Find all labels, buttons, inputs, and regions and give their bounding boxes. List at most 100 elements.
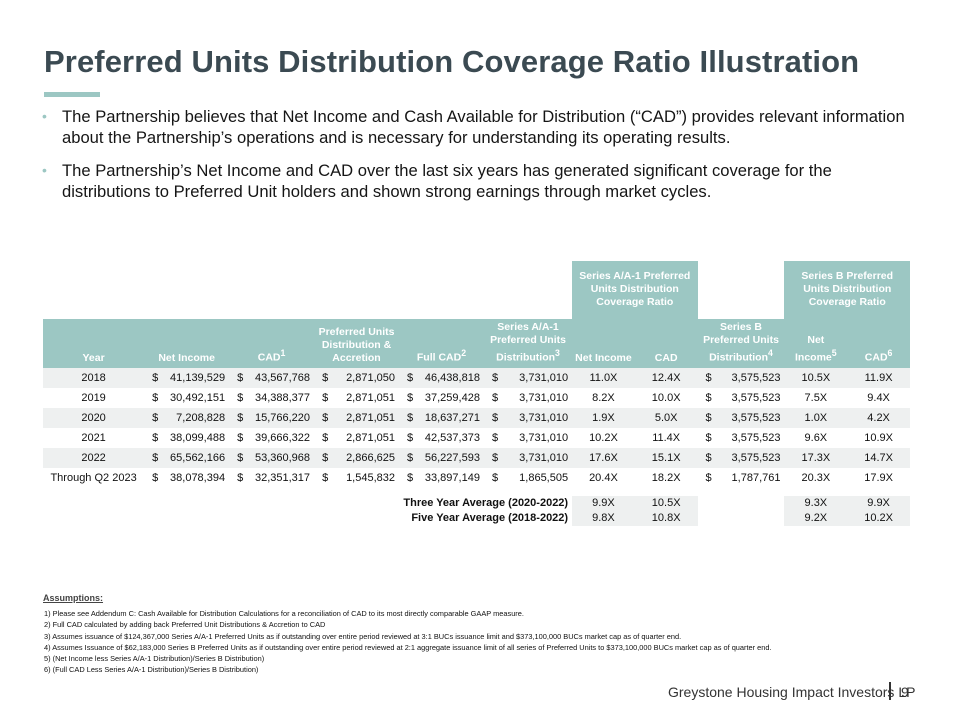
footer-divider — [889, 682, 891, 700]
currency-symbol: $ — [407, 471, 414, 484]
col-header-series-b-dist: Series B Preferred Units Distribution4 — [697, 319, 785, 368]
currency-symbol: $ — [152, 431, 159, 444]
cell-cad: 15,766,220 — [243, 407, 315, 428]
col-header-pref-dist: Preferred Units Distribution & Accretion — [314, 319, 399, 368]
cell-b-net-income-ratio: 10.5X — [784, 367, 848, 388]
currency-symbol: $ — [152, 471, 159, 484]
col-header-a-net-income: Net Income — [572, 319, 635, 368]
bullet-item: • The Partnership believes that Net Incom… — [42, 107, 905, 147]
col-header-b-cad: CAD6 — [847, 319, 910, 368]
average-row: Three Year Average (2020-2022) 9.9X 10.5X 9… — [43, 495, 910, 511]
cell-b-net-income-ratio: 7.5X — [804, 391, 828, 404]
cell-series-a-dist: 3,731,010 — [498, 367, 573, 388]
average-label: Three Year Average (2020-2022) — [403, 497, 569, 509]
cell-b-cad-ratio: 14.7X — [847, 447, 910, 468]
cell-a-net-income-ratio: 17.6X — [572, 447, 635, 468]
assumptions-title: Assumptions: — [43, 593, 104, 603]
cell-full-cad: 42,537,373 — [424, 431, 480, 444]
currency-symbol: $ — [152, 391, 159, 404]
currency-symbol: $ — [144, 447, 159, 468]
currency-symbol: $ — [229, 367, 244, 388]
avg-a-net-income-ratio: 9.9X — [572, 495, 635, 511]
cell-cad: 43,567,768 — [243, 367, 315, 388]
currency-symbol: $ — [322, 471, 329, 484]
currency-symbol: $ — [407, 431, 414, 444]
series-b-coverage-header: Series B Preferred Units Distribution Co… — [784, 261, 910, 319]
currency-symbol: $ — [399, 407, 414, 428]
cell-a-cad-ratio: 18.2X — [651, 471, 681, 484]
average-label: Five Year Average (2018-2022) — [411, 512, 569, 524]
table-row: Through Q2 2023 $38,078,394 $32,351,317 $1,… — [43, 468, 910, 488]
avg-b-cad-ratio: 9.9X — [847, 495, 910, 511]
cell-full-cad: 56,227,593 — [413, 447, 484, 468]
currency-symbol: $ — [705, 471, 712, 484]
page-title: Preferred Units Distribution Coverage Ra… — [44, 44, 860, 79]
cell-b-net-income-ratio: 20.3X — [801, 471, 831, 484]
cell-series-b-dist: 1,787,761 — [731, 471, 781, 484]
currency-symbol: $ — [705, 391, 712, 404]
footer-company: Greystone Housing Impact Investors LP — [668, 684, 916, 700]
currency-symbol: $ — [483, 367, 499, 388]
title-accent-bar — [44, 92, 100, 97]
cell-cad: 32,351,317 — [254, 471, 311, 484]
assumption-note: 3) Assumes issuance of $124,367,000 Seri… — [44, 631, 682, 641]
currency-symbol: $ — [314, 407, 329, 428]
currency-symbol: $ — [237, 431, 244, 444]
currency-symbol: $ — [697, 447, 712, 468]
cell-net-income: 41,139,529 — [158, 367, 230, 388]
assumption-note: 2) Full CAD calculated by adding back Pr… — [44, 620, 326, 630]
cell-a-cad-ratio: 5.0X — [634, 407, 698, 428]
avg-b-net-income-ratio: 9.2X — [784, 510, 848, 526]
currency-symbol: $ — [229, 447, 244, 468]
assumption-note: 1) Please see Addendum C: Cash Available… — [44, 609, 524, 618]
currency-symbol: $ — [491, 431, 499, 444]
currency-symbol: $ — [705, 431, 712, 444]
avg-b-cad-ratio: 10.2X — [847, 510, 910, 526]
currency-symbol: $ — [407, 391, 414, 404]
avg-a-cad-ratio: 10.5X — [634, 495, 698, 511]
cell-net-income: 30,492,151 — [170, 391, 226, 404]
cell-series-a-dist: 3,731,010 — [519, 431, 569, 444]
table-row: 2021 $38,099,488 $39,666,322 $2,871,051 $42,… — [43, 428, 910, 448]
cell-series-a-dist: 3,731,010 — [498, 407, 573, 428]
assumption-note: 5) (Net Income less Series A/A-1 Distrib… — [44, 654, 265, 664]
assumptions-notes: 1) Please see Addendum C: Cash Available… — [44, 608, 772, 676]
currency-symbol: $ — [144, 407, 159, 428]
cell-pref-dist: 2,871,050 — [328, 367, 399, 388]
cell-pref-dist: 1,545,832 — [346, 471, 395, 484]
currency-symbol: $ — [697, 407, 712, 428]
cell-pref-dist: 2,871,051 — [346, 431, 395, 444]
cell-net-income: 38,099,488 — [170, 431, 226, 444]
cell-a-net-income-ratio: 1.9X — [572, 407, 635, 428]
currency-symbol: $ — [237, 391, 244, 404]
currency-symbol: $ — [491, 471, 499, 484]
bullet-dot-icon: • — [42, 108, 47, 124]
assumption-note: 4) Assumes Issuance of $62,183,000 Serie… — [44, 642, 772, 652]
cell-cad: 34,388,377 — [254, 391, 311, 404]
col-header-b-net-income: Net Income5 — [784, 319, 848, 368]
cell-b-net-income-ratio: 9.6X — [804, 431, 828, 444]
cell-full-cad: 33,897,149 — [424, 471, 480, 484]
cell-pref-dist: 2,871,051 — [346, 391, 395, 404]
currency-symbol: $ — [483, 407, 499, 428]
table-row: 2019 $30,492,151 $34,388,377 $2,871,051 $37,… — [43, 388, 910, 408]
cell-series-b-dist: 3,575,523 — [711, 367, 785, 388]
cell-year: Through Q2 2023 — [50, 471, 137, 484]
cell-year: 2021 — [81, 431, 106, 444]
bullet-dot-icon: • — [42, 162, 47, 178]
average-row: Five Year Average (2018-2022) 9.8X 10.8X 9.… — [43, 510, 910, 526]
cell-b-cad-ratio: 4.2X — [847, 407, 910, 428]
page-number: 9 — [901, 684, 909, 700]
bullet-item: • The Partnership’s Net Income and CAD ov… — [42, 161, 832, 201]
currency-symbol: $ — [322, 391, 329, 404]
cell-series-b-dist: 3,575,523 — [711, 447, 785, 468]
cell-net-income: 38,078,394 — [170, 471, 226, 484]
currency-symbol: $ — [322, 431, 329, 444]
cell-b-net-income-ratio: 1.0X — [784, 407, 848, 428]
currency-symbol: $ — [144, 367, 159, 388]
col-header-net-income: Net Income — [144, 319, 230, 368]
cell-a-net-income-ratio: 10.2X — [589, 431, 618, 444]
cell-cad: 39,666,322 — [254, 431, 311, 444]
table-row: 2018 $41,139,529 $43,567,768 $2,871,050 $46,… — [43, 367, 910, 388]
cell-cad: 53,360,968 — [243, 447, 315, 468]
